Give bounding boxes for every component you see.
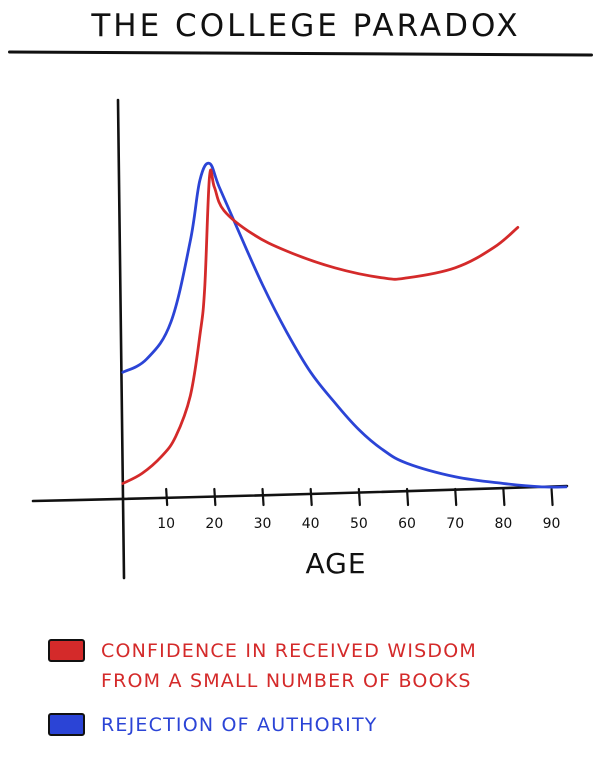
x-tick-label: 40 (302, 516, 320, 532)
x-tick-label: 50 (350, 516, 368, 532)
legend-line: FROM A SMALL NUMBER OF BOOKS (101, 670, 472, 692)
series-line-confidence (121, 168, 520, 485)
x-tick-label: 90 (543, 516, 561, 532)
x-tick-mark (213, 487, 217, 507)
x-tick-label: 60 (398, 516, 416, 532)
x-tick-mark (309, 487, 313, 507)
legend-line: REJECTION OF AUTHORITY (101, 714, 378, 736)
x-tick-mark (165, 487, 169, 507)
x-axis (31, 484, 569, 503)
series-line-rejection (121, 161, 568, 489)
legend-label-rejection: REJECTION OF AUTHORITY (101, 710, 378, 740)
x-tick-label: 20 (205, 516, 223, 532)
legend-item-confidence: CONFIDENCE IN RECEIVED WISDOM FROM A SMA… (48, 636, 477, 696)
x-tick-mark (454, 487, 458, 507)
x-tick-mark (405, 487, 410, 507)
x-tick-label: 70 (446, 516, 464, 532)
line-chart: 10 20 30 40 50 60 70 80 90 AGE (31, 98, 569, 580)
x-tick-label: 30 (254, 516, 272, 532)
x-tick-label: 80 (494, 516, 512, 532)
y-axis (116, 98, 126, 580)
x-tick-mark (261, 487, 265, 507)
page-title: THE COLLEGE PARADOX (91, 8, 521, 44)
x-tick-mark (357, 487, 361, 507)
legend-line: CONFIDENCE IN RECEIVED WISDOM (101, 640, 477, 662)
x-axis-label: AGE (305, 547, 366, 580)
legend-swatch-blue (48, 713, 85, 736)
x-tick-label: 10 (157, 516, 175, 532)
legend-label-confidence: CONFIDENCE IN RECEIVED WISDOM FROM A SMA… (101, 636, 477, 696)
legend-swatch-red (48, 639, 85, 662)
x-tick-mark (502, 487, 506, 507)
x-tick-mark (550, 487, 554, 507)
legend-item-rejection: REJECTION OF AUTHORITY (48, 710, 378, 740)
